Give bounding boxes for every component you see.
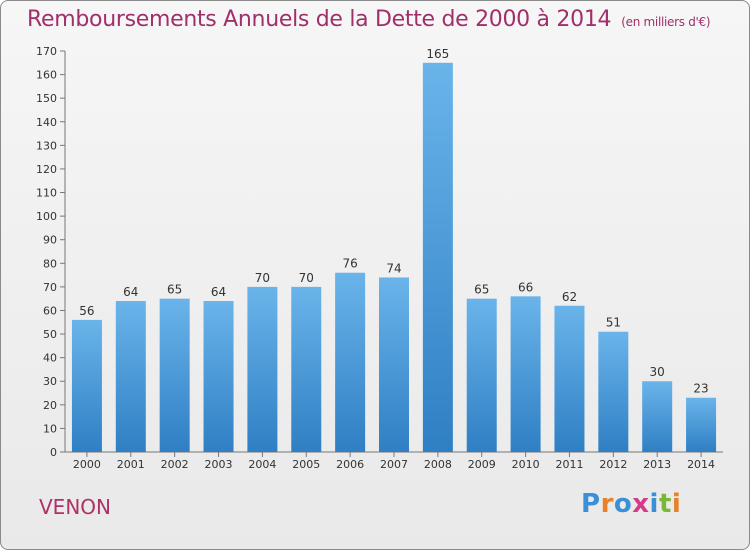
bar	[379, 277, 409, 452]
data-label: 64	[211, 285, 226, 299]
bar	[203, 301, 234, 452]
bar	[159, 298, 190, 452]
commune-name: VENON	[39, 495, 111, 519]
data-label: 23	[693, 382, 708, 396]
bar	[510, 296, 541, 452]
x-tick-label: 2007	[380, 458, 408, 471]
y-tick-label: 100	[36, 210, 57, 223]
y-tick-label: 60	[43, 304, 57, 317]
y-tick-label: 130	[36, 139, 57, 152]
x-tick-label: 2000	[73, 458, 101, 471]
y-tick-label: 30	[43, 375, 57, 388]
x-tick-label: 2005	[292, 458, 320, 471]
y-tick-label: 110	[36, 187, 57, 200]
bar	[115, 301, 146, 452]
data-label: 30	[650, 365, 665, 379]
y-tick-label: 10	[43, 422, 57, 435]
proxiti-logo: Proxiti	[581, 489, 681, 519]
data-label: 51	[606, 316, 621, 330]
bar	[335, 272, 366, 452]
y-tick-label: 160	[36, 69, 57, 82]
data-label: 76	[342, 257, 357, 271]
logo-letter: x	[632, 489, 650, 519]
data-label: 62	[562, 290, 577, 304]
logo-letter: r	[600, 489, 614, 519]
x-tick-label: 2014	[687, 458, 715, 471]
x-tick-label: 2002	[161, 458, 189, 471]
title-text: Remboursements Annuels de la Dette de 20…	[27, 7, 612, 32]
logo-letter: t	[658, 489, 672, 519]
data-label: 74	[386, 261, 401, 275]
x-tick-label: 2012	[599, 458, 627, 471]
y-tick-label: 0	[50, 446, 57, 459]
y-tick-label: 80	[43, 257, 57, 270]
logo-letter: P	[581, 489, 601, 519]
bar	[642, 381, 673, 452]
data-labels: 56 64 65 64 70 70 76 74 165 65 66 62 51 30 23	[79, 47, 708, 396]
data-label: 70	[255, 271, 270, 285]
bar	[554, 305, 585, 452]
data-label: 64	[123, 285, 138, 299]
x-tick-label: 2010	[512, 458, 540, 471]
x-tick-label: 2003	[205, 458, 233, 471]
unit-label: (en milliers d'€)	[621, 15, 711, 29]
y-tick-label: 150	[36, 92, 57, 105]
x-tick-label: 2013	[643, 458, 671, 471]
y-tick-label: 20	[43, 399, 57, 412]
data-label: 66	[518, 280, 533, 294]
x-tick-label: 2011	[555, 458, 583, 471]
chart-title: Remboursements Annuels de la Dette de 20…	[27, 7, 711, 32]
y-tick-label: 120	[36, 163, 57, 176]
logo-letter: i	[649, 489, 659, 519]
x-tick-label: 2004	[248, 458, 276, 471]
axes: 0 10 20 30 40 50 60 70 80 90 100 110 120 130 140 150 160…	[36, 45, 723, 471]
data-label: 70	[299, 271, 314, 285]
bar	[291, 286, 322, 452]
logo-letter: i	[671, 489, 682, 519]
bar	[247, 286, 278, 452]
data-label: 165	[426, 47, 449, 61]
bar	[71, 319, 102, 452]
x-tick-label: 2009	[468, 458, 496, 471]
y-tick-label: 70	[43, 281, 57, 294]
data-label: 56	[79, 304, 94, 318]
bar	[466, 298, 497, 452]
x-tick-label: 2008	[424, 458, 452, 471]
x-tick-label: 2001	[117, 458, 145, 471]
bars	[71, 62, 717, 452]
logo-letter: o	[613, 489, 633, 519]
x-tick-label: 2006	[336, 458, 364, 471]
data-label: 65	[474, 283, 489, 297]
y-tick-label: 170	[36, 45, 57, 58]
y-tick-label: 90	[43, 234, 57, 247]
bar	[422, 62, 453, 452]
data-label: 65	[167, 283, 182, 297]
y-tick-label: 140	[36, 116, 57, 129]
y-tick-label: 50	[43, 328, 57, 341]
bar	[598, 331, 629, 452]
bar	[686, 397, 717, 452]
y-tick-label: 40	[43, 352, 57, 365]
